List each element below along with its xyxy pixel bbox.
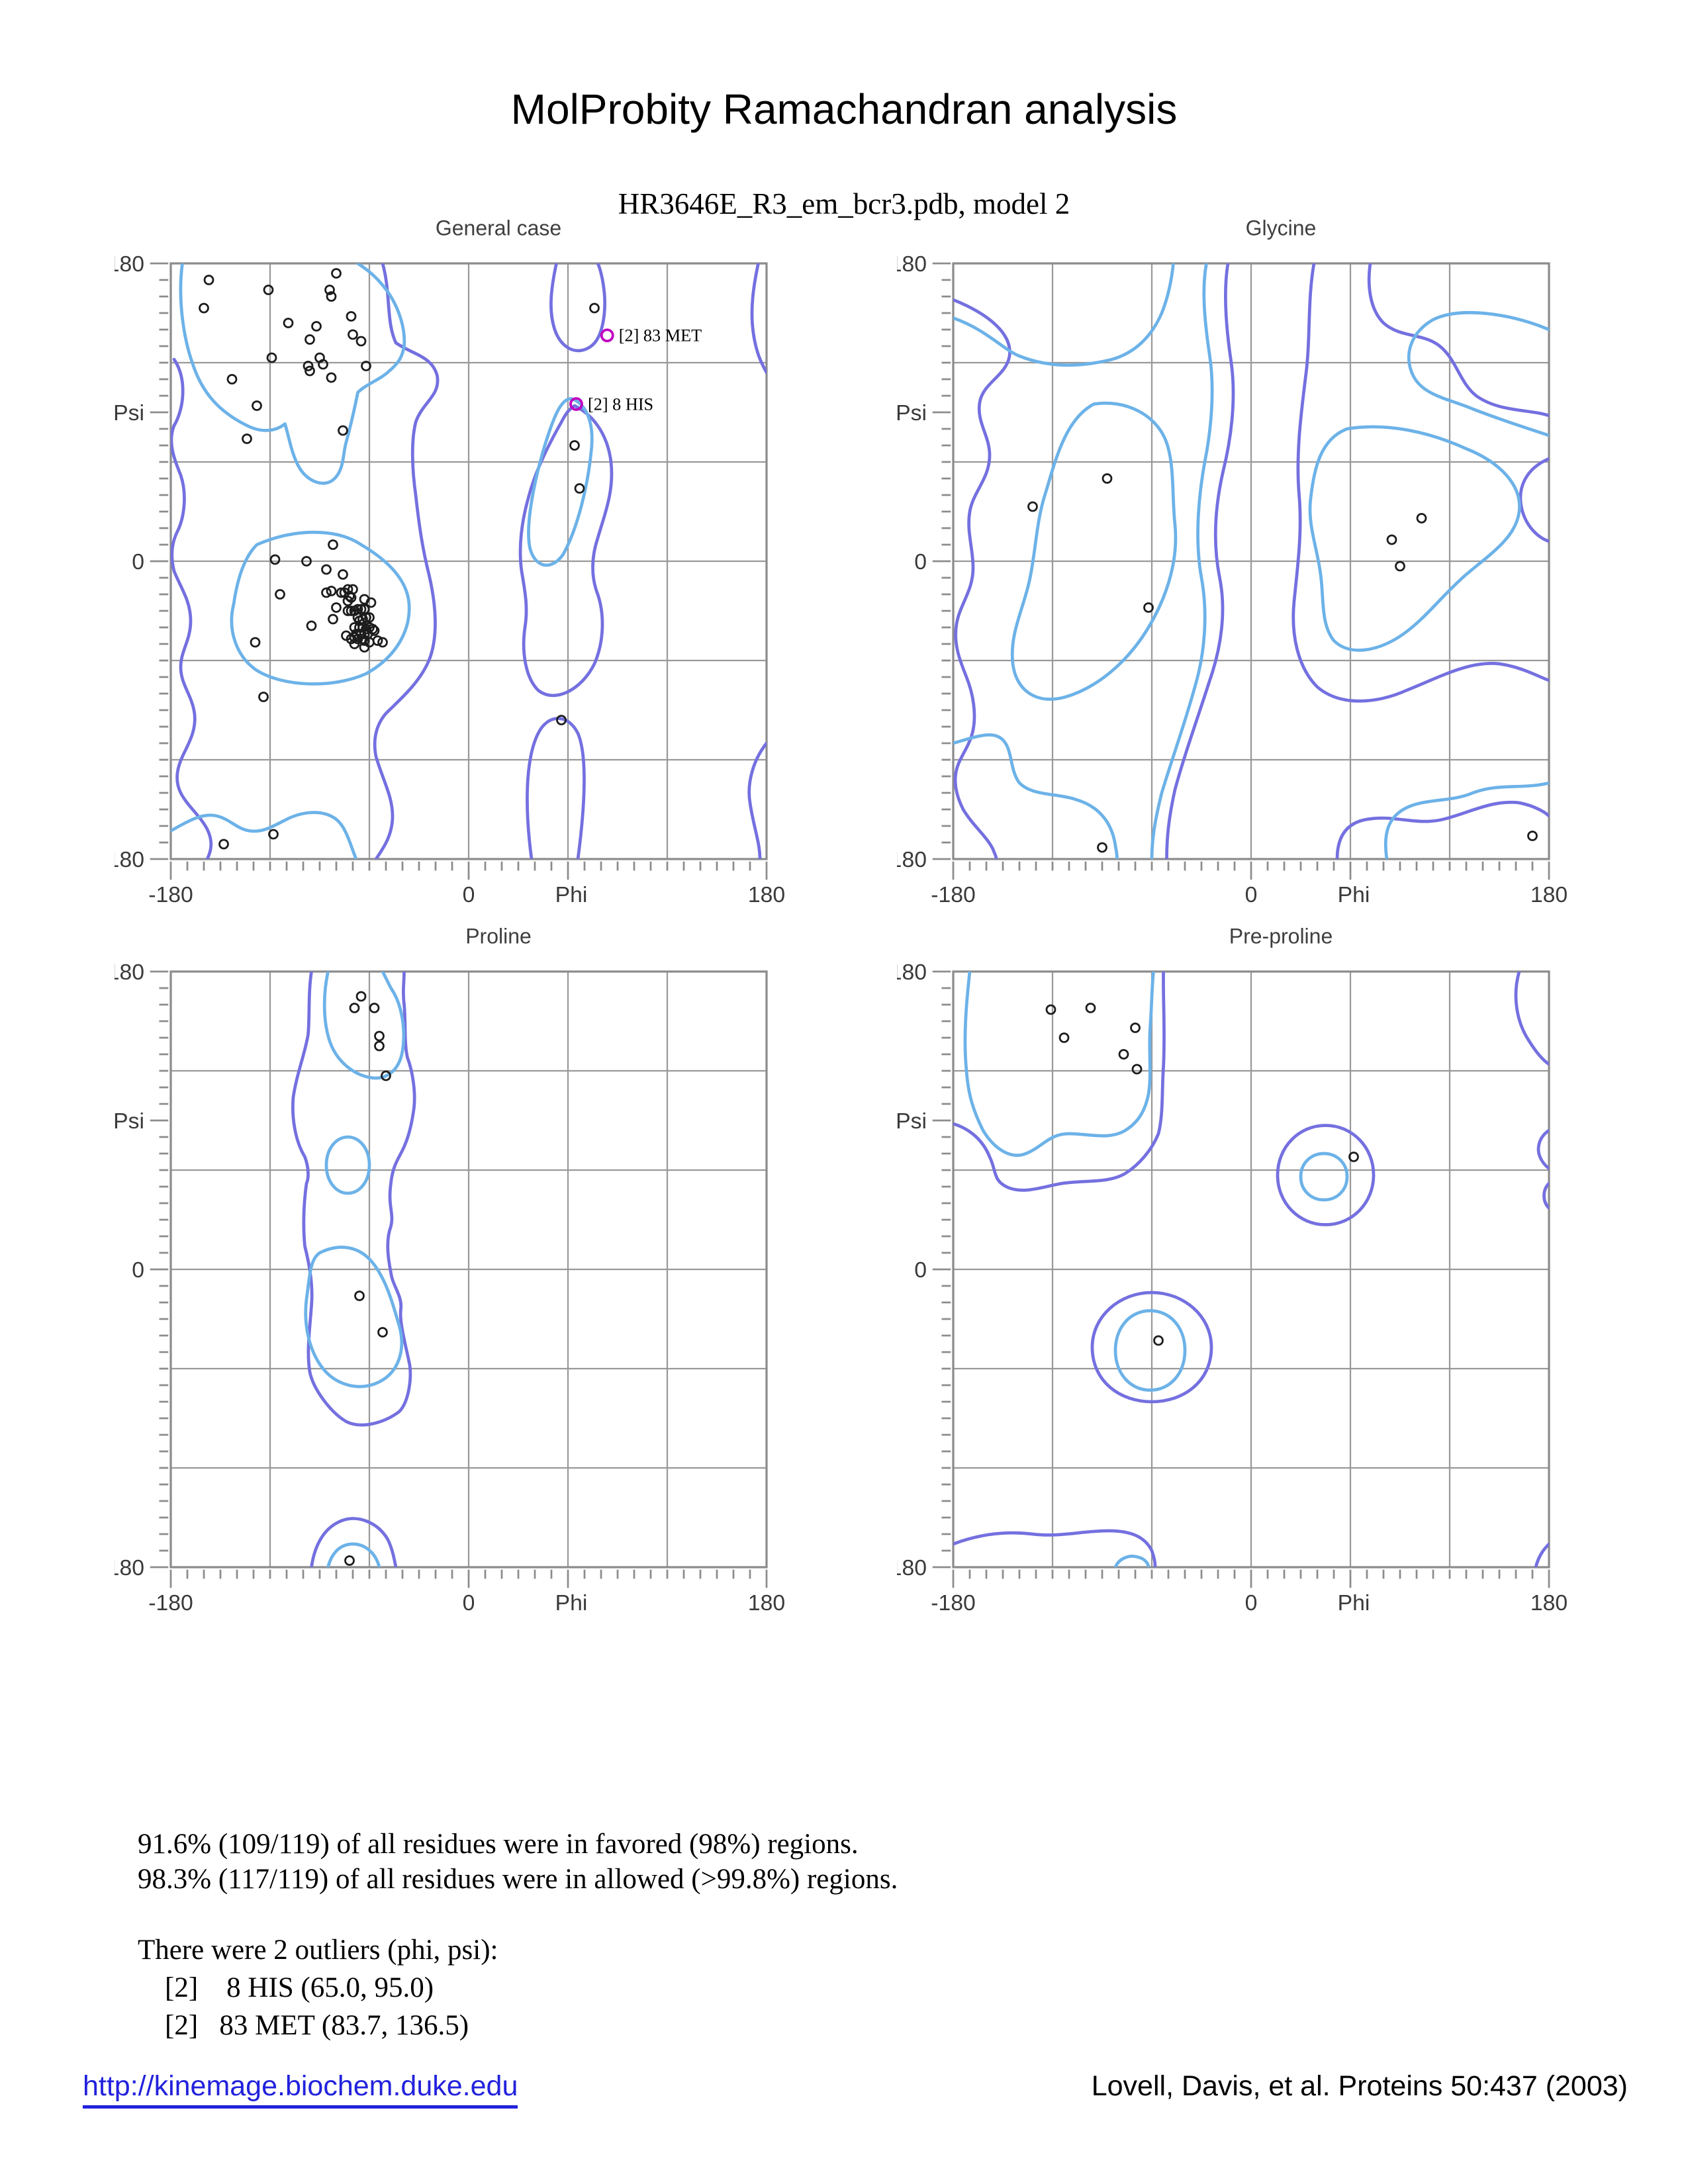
stat-allowed: 98.3% (117/119) of all residues were in …	[138, 1864, 898, 1895]
svg-text:180: 180	[115, 960, 144, 985]
svg-text:180: 180	[748, 1590, 785, 1615]
plot-proline: Proline 180 Psi 0 -180-180 0 Phi 180	[115, 912, 803, 1620]
svg-text:0: 0	[1245, 1590, 1258, 1615]
stat-outlier-met: [2] 83 MET (83.7, 136.5)	[165, 2010, 469, 2041]
svg-text:-180: -180	[148, 1590, 193, 1615]
svg-text:180: 180	[1530, 1590, 1568, 1615]
svg-text:Pre-proline: Pre-proline	[1229, 925, 1333, 948]
svg-text:Phi: Phi	[555, 1590, 588, 1615]
ramachandran-chart-proline: Proline 180 Psi 0 -180-180 0 Phi 180	[115, 925, 785, 1616]
svg-text:-180: -180	[115, 1555, 144, 1580]
svg-text:-180: -180	[115, 847, 144, 872]
svg-text:Proline: Proline	[465, 925, 532, 948]
svg-text:Psi: Psi	[115, 400, 144, 426]
stat-favored: 91.6% (109/119) of all residues were in …	[138, 1829, 859, 1860]
ramachandran-chart-pre-proline: Pre-proline 180 Psi 0 -180-180 0 Phi 180	[897, 925, 1568, 1616]
stat-outlier-header: There were 2 outliers (phi, psi):	[138, 1934, 498, 1966]
svg-text:-180: -180	[931, 1590, 976, 1615]
svg-text:-180: -180	[897, 1555, 927, 1580]
svg-text:0: 0	[914, 1257, 927, 1283]
model-subtitle: HR3646E_R3_em_bcr3.pdb, model 2	[618, 187, 1070, 220]
svg-text:0: 0	[463, 882, 475, 907]
svg-text:[2] 83 MET: [2] 83 MET	[619, 326, 702, 345]
citation-text: Lovell, Davis, et al. Proteins 50:437 (2…	[1091, 2070, 1628, 2102]
stat-outlier-his: [2] 8 HIS (65.0, 95.0)	[165, 1972, 434, 2003]
ramachandran-chart-glycine: Glycine 180 Psi 0 -180-180 0 Phi 180	[897, 216, 1568, 908]
svg-text:-180: -180	[148, 882, 193, 907]
svg-text:Phi: Phi	[1338, 1590, 1370, 1615]
svg-text:0: 0	[914, 549, 927, 574]
svg-text:0: 0	[132, 549, 144, 574]
plot-glycine: Glycine 180 Psi 0 -180-180 0 Phi 180	[897, 204, 1585, 912]
svg-text:General case: General case	[436, 216, 561, 240]
svg-text:Glycine: Glycine	[1246, 216, 1317, 240]
ramachandran-chart-general: [2] 83 MET [2] 8 HIS General case 180 Psi 0 -1…	[115, 216, 785, 908]
svg-text:Phi: Phi	[1338, 882, 1370, 907]
svg-text:[2] 8 HIS: [2] 8 HIS	[588, 394, 653, 414]
page-title: MolProbity Ramachandran analysis	[510, 85, 1178, 133]
svg-text:180: 180	[897, 960, 927, 985]
svg-text:Psi: Psi	[897, 1109, 927, 1134]
svg-text:Psi: Psi	[115, 1109, 144, 1134]
plot-pre-proline: Pre-proline 180 Psi 0 -180-180 0 Phi 180	[897, 912, 1585, 1620]
svg-text:-180: -180	[897, 847, 927, 872]
svg-text:-180: -180	[931, 882, 976, 907]
svg-text:0: 0	[463, 1590, 475, 1615]
svg-text:Phi: Phi	[555, 882, 588, 907]
svg-text:180: 180	[897, 251, 927, 277]
kinemage-link[interactable]: http://kinemage.biochem.duke.edu	[83, 2070, 518, 2109]
svg-text:0: 0	[132, 1257, 144, 1283]
svg-text:180: 180	[748, 882, 785, 907]
svg-text:180: 180	[1530, 882, 1568, 907]
plot-general-case: [2] 83 MET [2] 8 HIS General case 180 Psi 0 -1…	[115, 204, 803, 912]
svg-text:180: 180	[115, 251, 144, 277]
svg-text:0: 0	[1245, 882, 1258, 907]
svg-text:Psi: Psi	[897, 400, 927, 426]
